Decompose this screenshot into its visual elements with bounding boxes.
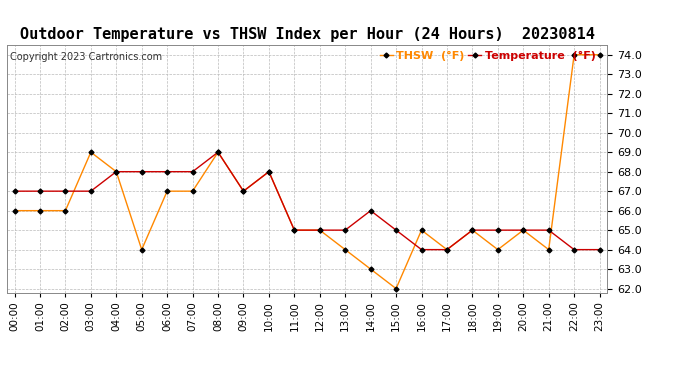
THSW  (°F) — [417, 228, 426, 232]
Line: Temperature  (°F): Temperature (°F) — [13, 150, 601, 251]
Temperature  (°F) — [417, 248, 426, 252]
Temperature  (°F) — [544, 228, 553, 232]
Text: Copyright 2023 Cartronics.com: Copyright 2023 Cartronics.com — [10, 53, 162, 62]
Temperature  (°F) — [469, 228, 477, 232]
Temperature  (°F) — [137, 170, 146, 174]
Temperature  (°F) — [519, 228, 527, 232]
THSW  (°F) — [87, 150, 95, 154]
Temperature  (°F) — [163, 170, 171, 174]
THSW  (°F) — [61, 209, 70, 213]
THSW  (°F) — [137, 248, 146, 252]
Title: Outdoor Temperature vs THSW Index per Hour (24 Hours)  20230814: Outdoor Temperature vs THSW Index per Ho… — [19, 27, 595, 42]
Temperature  (°F) — [290, 228, 299, 232]
THSW  (°F) — [315, 228, 324, 232]
THSW  (°F) — [163, 189, 171, 194]
Temperature  (°F) — [570, 248, 578, 252]
Temperature  (°F) — [87, 189, 95, 194]
THSW  (°F) — [519, 228, 527, 232]
THSW  (°F) — [290, 228, 299, 232]
THSW  (°F) — [570, 53, 578, 57]
THSW  (°F) — [493, 248, 502, 252]
Line: THSW  (°F): THSW (°F) — [13, 53, 601, 290]
THSW  (°F) — [188, 189, 197, 194]
Temperature  (°F) — [61, 189, 70, 194]
Temperature  (°F) — [392, 228, 400, 232]
Temperature  (°F) — [366, 209, 375, 213]
Temperature  (°F) — [112, 170, 121, 174]
Temperature  (°F) — [214, 150, 222, 154]
Temperature  (°F) — [341, 228, 349, 232]
Temperature  (°F) — [443, 248, 451, 252]
Temperature  (°F) — [315, 228, 324, 232]
Temperature  (°F) — [595, 248, 604, 252]
Temperature  (°F) — [10, 189, 19, 194]
THSW  (°F) — [595, 53, 604, 57]
Temperature  (°F) — [493, 228, 502, 232]
THSW  (°F) — [214, 150, 222, 154]
Temperature  (°F) — [239, 189, 248, 194]
Temperature  (°F) — [188, 170, 197, 174]
THSW  (°F) — [392, 286, 400, 291]
THSW  (°F) — [366, 267, 375, 272]
THSW  (°F) — [544, 248, 553, 252]
THSW  (°F) — [469, 228, 477, 232]
THSW  (°F) — [112, 170, 121, 174]
THSW  (°F) — [10, 209, 19, 213]
THSW  (°F) — [443, 248, 451, 252]
THSW  (°F) — [341, 248, 349, 252]
Legend: THSW  (°F), Temperature  (°F): THSW (°F), Temperature (°F) — [380, 51, 595, 61]
THSW  (°F) — [36, 209, 44, 213]
THSW  (°F) — [239, 189, 248, 194]
Temperature  (°F) — [265, 170, 273, 174]
THSW  (°F) — [265, 170, 273, 174]
Temperature  (°F) — [36, 189, 44, 194]
